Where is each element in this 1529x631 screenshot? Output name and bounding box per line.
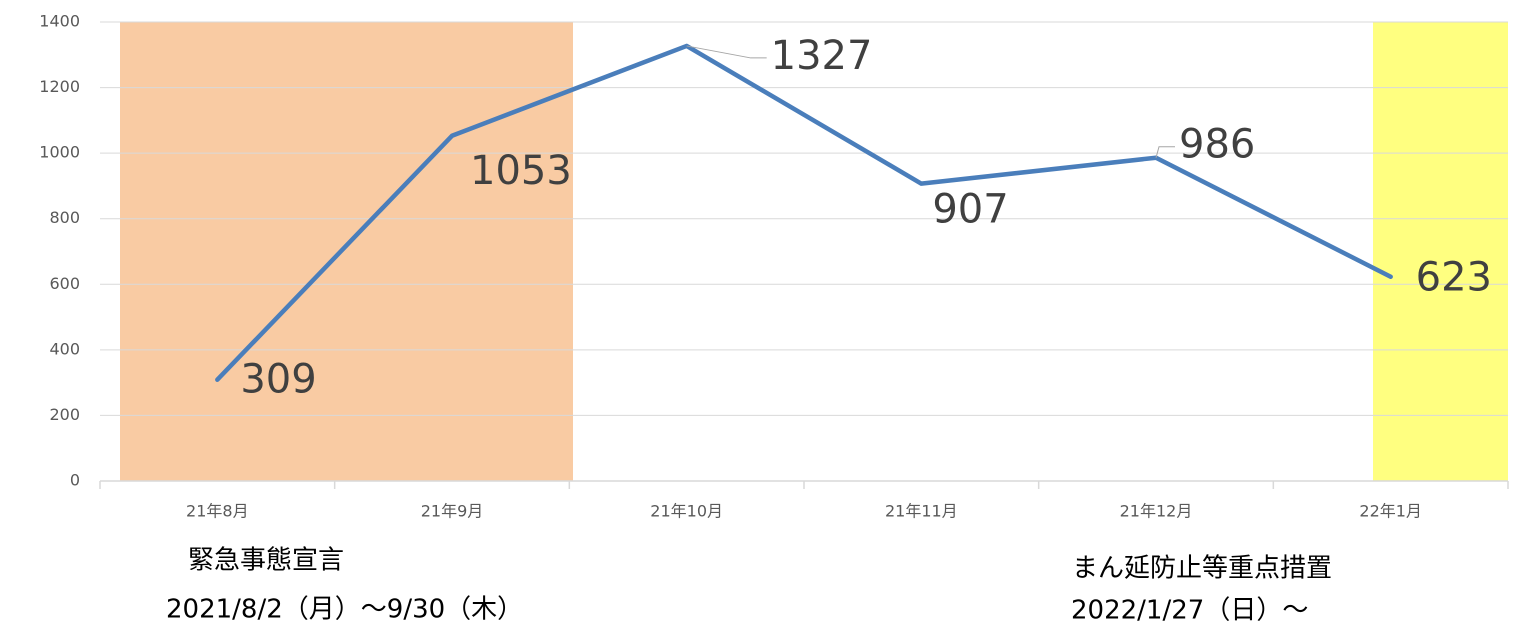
y-tick-label: 0	[70, 471, 80, 490]
y-tick-label: 800	[49, 208, 80, 227]
annotation-period: 2021/8/2（月）～9/30（木）	[166, 595, 523, 625]
data-label: 1327	[771, 33, 873, 79]
annotation-title: まん延防止等重点措置	[1072, 554, 1332, 584]
data-label: 986	[1179, 122, 1255, 168]
data-label: 907	[932, 187, 1008, 233]
x-tick-label: 21年11月	[885, 502, 958, 521]
data-label: 1053	[470, 148, 572, 194]
x-tick-label: 21年12月	[1120, 502, 1193, 521]
y-tick-label: 1400	[39, 12, 80, 31]
y-tick-label: 400	[49, 339, 80, 358]
x-tick-label: 21年8月	[186, 502, 249, 521]
y-tick-label: 600	[49, 274, 80, 293]
leader-line	[686, 45, 767, 59]
y-tick-label: 200	[49, 405, 80, 424]
data-label: 309	[240, 357, 316, 403]
x-tick-label: 21年9月	[421, 502, 484, 521]
y-tick-label: 1000	[39, 143, 80, 162]
data-label: 623	[1416, 255, 1492, 301]
x-tick-label: 21年10月	[650, 502, 723, 521]
line-series	[215, 43, 1393, 382]
leader-line	[1155, 146, 1175, 158]
annotation-period: 2022/1/27（日）～	[1071, 596, 1308, 626]
priority-measures-band	[1373, 22, 1508, 481]
x-tick-label: 22年1月	[1359, 502, 1422, 521]
emergency-period-band	[120, 22, 573, 481]
y-tick-label: 1200	[39, 77, 80, 96]
annotation-title: 緊急事態宣言	[188, 546, 344, 576]
